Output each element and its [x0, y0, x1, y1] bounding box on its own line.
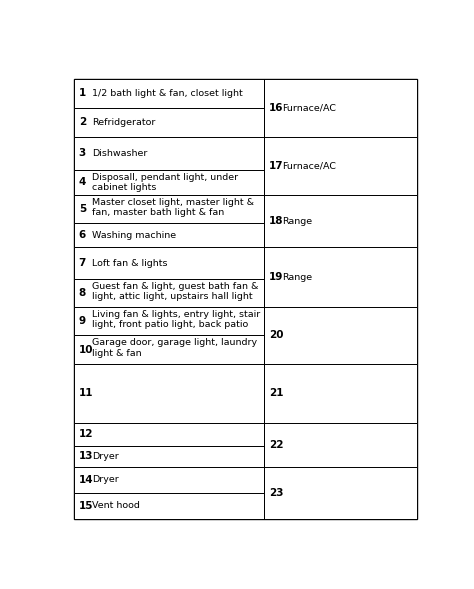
Text: 21: 21 — [269, 388, 283, 398]
Text: 4: 4 — [79, 177, 86, 187]
Text: Disposall, pendant light, under
cabinet lights: Disposall, pendant light, under cabinet … — [92, 173, 238, 192]
Text: 20: 20 — [269, 330, 283, 340]
Bar — [74, 446, 264, 467]
Text: Refridgerator: Refridgerator — [92, 118, 155, 127]
Text: Loft fan & lights: Loft fan & lights — [92, 259, 168, 267]
Bar — [264, 137, 418, 195]
Bar — [74, 279, 264, 307]
Text: 5: 5 — [79, 204, 86, 214]
Bar — [74, 79, 264, 108]
Bar — [74, 195, 264, 223]
Text: Dishwasher: Dishwasher — [92, 149, 148, 158]
Text: 9: 9 — [79, 316, 86, 326]
Bar — [74, 335, 264, 364]
Text: Range: Range — [283, 217, 313, 226]
Bar — [264, 307, 418, 364]
Text: 2: 2 — [79, 117, 86, 127]
Text: Vent hood: Vent hood — [92, 501, 140, 510]
Text: 8: 8 — [79, 288, 86, 298]
Bar — [74, 247, 264, 279]
Text: 14: 14 — [79, 475, 93, 485]
Text: Furnace/AC: Furnace/AC — [283, 104, 337, 112]
Bar — [74, 108, 264, 137]
Text: Range: Range — [283, 273, 313, 282]
Bar — [74, 364, 264, 423]
Text: Washing machine: Washing machine — [92, 231, 176, 240]
Bar — [264, 79, 418, 137]
Text: 17: 17 — [269, 161, 283, 171]
Text: 22: 22 — [269, 440, 283, 450]
Bar — [264, 247, 418, 307]
Text: 12: 12 — [79, 429, 93, 439]
Text: 23: 23 — [269, 488, 283, 498]
Text: 11: 11 — [79, 388, 93, 398]
Bar — [264, 467, 418, 519]
Bar — [264, 364, 418, 423]
Text: 18: 18 — [269, 216, 283, 226]
Text: Dryer: Dryer — [92, 475, 119, 484]
Bar — [74, 170, 264, 195]
Text: Master closet light, master light &
fan, master bath light & fan: Master closet light, master light & fan,… — [92, 198, 255, 217]
Text: 13: 13 — [79, 451, 93, 461]
Text: 3: 3 — [79, 148, 86, 158]
Bar — [74, 307, 264, 335]
Bar — [74, 137, 264, 170]
Text: 10: 10 — [79, 345, 93, 355]
Text: 16: 16 — [269, 103, 283, 113]
Text: Garage door, garage light, laundry
light & fan: Garage door, garage light, laundry light… — [92, 338, 257, 358]
Text: 1/2 bath light & fan, closet light: 1/2 bath light & fan, closet light — [92, 89, 243, 98]
Text: 6: 6 — [79, 230, 86, 240]
Text: Furnace/AC: Furnace/AC — [283, 161, 337, 170]
Text: 19: 19 — [269, 272, 283, 282]
Text: Dryer: Dryer — [92, 452, 119, 461]
Text: 7: 7 — [79, 258, 86, 268]
Text: Living fan & lights, entry light, stair
light, front patio light, back patio: Living fan & lights, entry light, stair … — [92, 310, 261, 329]
Bar — [264, 195, 418, 247]
Bar — [264, 423, 418, 467]
Text: 15: 15 — [79, 501, 93, 511]
Bar — [74, 423, 264, 446]
Text: Guest fan & light, guest bath fan &
light, attic light, upstairs hall light: Guest fan & light, guest bath fan & ligh… — [92, 282, 259, 301]
Bar — [74, 493, 264, 519]
Bar — [74, 223, 264, 247]
Bar — [74, 467, 264, 493]
Text: 1: 1 — [79, 88, 86, 98]
